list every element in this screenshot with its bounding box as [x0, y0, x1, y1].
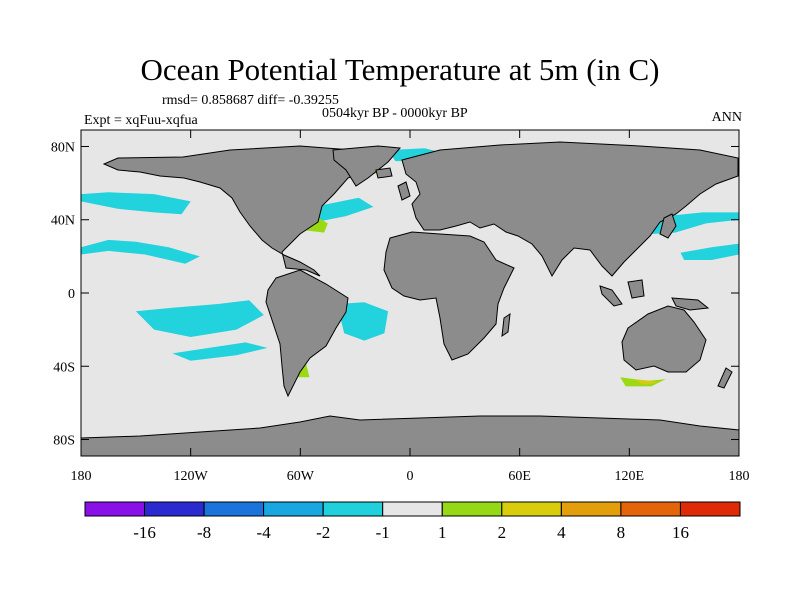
legend-label: 2	[498, 523, 507, 542]
color-legend: -16 -8 -4 -2 -1 1 2 4 8 16	[84, 501, 741, 542]
lon-tick-label: 60E	[508, 469, 531, 484]
lon-tick-label: 120W	[174, 469, 209, 484]
lat-tick-label: 40S	[53, 360, 75, 375]
lat-tick-label: 40N	[51, 214, 75, 229]
legend-color-box	[501, 501, 562, 517]
anomaly-australia-south-warm-core	[633, 379, 659, 385]
south-america-landmass	[265, 269, 349, 398]
legend-color-box	[382, 501, 443, 517]
legend-color-box	[322, 501, 384, 517]
new-guinea-landmass	[671, 297, 710, 311]
time-period-label: 0504kyr BP - 0000kyr BP	[322, 106, 468, 121]
legend-color-box	[144, 501, 205, 517]
legend-color-box	[680, 501, 741, 517]
legend-color-box	[263, 501, 324, 517]
madagascar-landmass	[501, 312, 511, 338]
eurasia-landmass	[401, 141, 739, 278]
legend-label: 1	[438, 523, 447, 542]
legend-label: 4	[557, 523, 566, 542]
season-label: ANN	[711, 110, 742, 125]
anomaly-north-pacific-band	[81, 192, 191, 215]
lon-tick-label: 180	[71, 469, 92, 484]
legend-label: 16	[672, 523, 689, 542]
legend-color-box	[620, 501, 681, 517]
legend-color-box	[203, 501, 265, 517]
lon-tick-label: 0	[407, 469, 414, 484]
sumatra-landmass	[599, 285, 623, 307]
lon-tick-label: 60W	[287, 469, 315, 484]
anomaly-nordic-seas	[388, 148, 447, 162]
greenland-landmass	[332, 145, 402, 187]
anomaly-east-pacific-band	[81, 239, 200, 264]
lat-tick-label: 0	[68, 287, 75, 302]
japan-landmass	[659, 213, 677, 239]
experiment-label: Expt = xqFuu-xqfua	[84, 113, 198, 128]
legend-color-box	[441, 501, 503, 517]
lat-tick-label: 80S	[53, 434, 75, 449]
legend-label: -16	[133, 523, 156, 542]
longitude-axis: 180 120W 60W 0 60E 120E 180	[71, 130, 750, 484]
new-zealand-landmass	[717, 367, 733, 389]
lon-tick-label: 120E	[615, 469, 645, 484]
iceland-landmass	[375, 167, 393, 179]
british-isles-landmass	[397, 181, 411, 201]
latitude-axis: 80N 40N 0 40S 80S	[51, 140, 739, 449]
lon-tick-label: 180	[729, 469, 750, 484]
legend-label: -4	[257, 523, 272, 542]
legend-color-box	[84, 501, 145, 517]
anomaly-south-pacific-band	[135, 300, 264, 337]
legend-label: -2	[316, 523, 330, 542]
africa-landmass	[383, 231, 515, 361]
rmsd-diff-stats: rmsd= 0.858687 diff= -0.39255	[162, 93, 339, 108]
legend-label: -1	[376, 523, 390, 542]
anomaly-south-pacific-streak	[172, 342, 268, 361]
anomaly-north-pacific-east-band	[680, 243, 739, 260]
map-title: Ocean Potential Temperature at 5m (in C)	[140, 52, 660, 87]
anomaly-south-atlantic-band	[336, 302, 389, 341]
legend-color-box	[560, 501, 622, 517]
land-layer	[80, 141, 740, 457]
lat-tick-label: 80N	[51, 140, 75, 155]
australia-landmass	[621, 305, 707, 373]
legend-label: 8	[617, 523, 626, 542]
legend-label: -8	[197, 523, 211, 542]
borneo-landmass	[627, 279, 645, 299]
